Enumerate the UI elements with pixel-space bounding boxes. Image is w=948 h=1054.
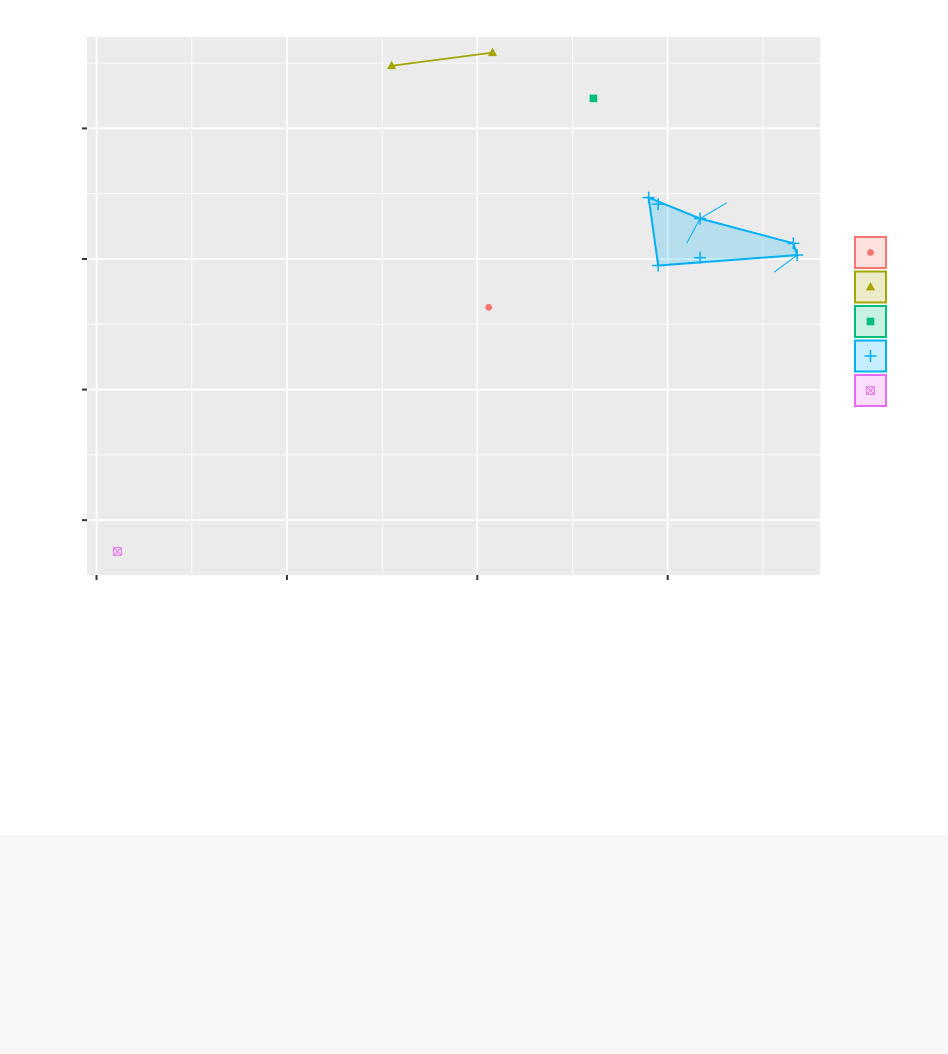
legend-key-symbol: [865, 282, 876, 291]
data-point: [487, 47, 498, 57]
vector-line: [774, 254, 798, 273]
data-point: [485, 303, 493, 311]
legend-key-symbol: [864, 350, 877, 362]
legend-key-square-cross: [854, 374, 887, 407]
point-marker: [866, 317, 875, 326]
group-connector-line: [391, 51, 493, 67]
legend-key-plus: [854, 339, 887, 373]
data-point: [642, 191, 655, 204]
data-point: [787, 237, 800, 250]
point-marker-diag: [866, 386, 875, 395]
point-marker: [487, 47, 498, 57]
series-triangle: [387, 47, 498, 70]
series-plus: [642, 191, 804, 273]
vector-line: [699, 202, 727, 219]
group-hull: [647, 196, 799, 267]
series-square-cross: [113, 547, 122, 556]
point-marker-box: [866, 386, 875, 395]
data-point: [387, 60, 397, 70]
legend-key-circle: [854, 236, 887, 269]
series-circle: [485, 303, 493, 311]
legend: [854, 236, 887, 407]
vector-line: [686, 218, 701, 244]
point-marker: [867, 249, 874, 256]
legend-key-triangle: [854, 270, 887, 304]
point-marker: [589, 94, 598, 103]
data-point: [694, 251, 707, 264]
legend-key-symbol: [866, 317, 875, 326]
legend-key-symbol: [867, 249, 874, 256]
blank-bottom-panel: [0, 835, 948, 1054]
data-point: [694, 212, 707, 225]
scatter-plot: [82, 37, 887, 580]
point-marker-diag: [113, 547, 122, 556]
chart: [82, 37, 887, 580]
plot-panel: [87, 37, 820, 575]
point-marker: [485, 303, 493, 311]
point-marker: [387, 60, 397, 70]
data-point: [113, 547, 122, 556]
point-marker-box: [113, 547, 122, 556]
data-point: [589, 94, 598, 103]
series-square: [589, 94, 598, 103]
data-point: [791, 249, 804, 262]
legend-key-symbol: [866, 386, 875, 395]
data-point: [652, 259, 665, 272]
legend-key-square: [854, 305, 887, 338]
point-marker: [865, 282, 876, 291]
data-point: [652, 198, 665, 211]
